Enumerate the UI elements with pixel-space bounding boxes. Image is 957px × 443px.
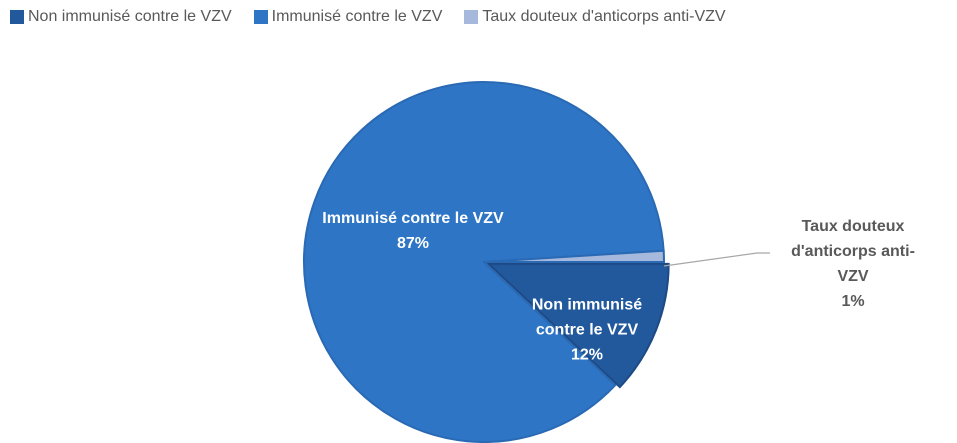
data-label-category: Taux douteux d'anticorps anti-VZV: [791, 218, 915, 285]
legend-swatch: [253, 10, 268, 24]
slices: [303, 81, 670, 443]
pie-slice: [483, 249, 666, 263]
legend-item: Non immunisé contre le VZV: [10, 8, 232, 26]
data-label-value: 12%: [570, 346, 604, 364]
leader-line: [663, 252, 770, 267]
pie-slice: [303, 81, 665, 443]
data-label-category: Non immunisé contre le VZV: [531, 296, 643, 339]
legend: Non immunisé contre le VZV Immunisé contr…: [10, 8, 726, 26]
data-label-value: 87%: [396, 235, 430, 252]
data-label-category: Immunisé contre le VZV: [322, 210, 504, 227]
legend-item: Taux douteux d'anticorps anti-VZV: [464, 8, 726, 26]
legend-label: Non immunisé contre le VZV: [28, 8, 232, 25]
data-label-value: 1%: [841, 293, 865, 310]
legend-swatch: [10, 10, 24, 24]
data-label: Immunisé contre le VZV 87%: [313, 206, 513, 256]
legend-label: Immunisé contre le VZV: [271, 8, 443, 25]
data-label: Non immunisé contre le VZV 12%: [512, 293, 662, 368]
legend-label: Taux douteux d'anticorps anti-VZV: [482, 8, 726, 25]
data-label: Taux douteux d'anticorps anti-VZV 1%: [778, 214, 928, 314]
pie-slice: [486, 262, 670, 389]
legend-item: Immunisé contre le VZV: [253, 8, 443, 26]
legend-swatch: [464, 10, 479, 24]
